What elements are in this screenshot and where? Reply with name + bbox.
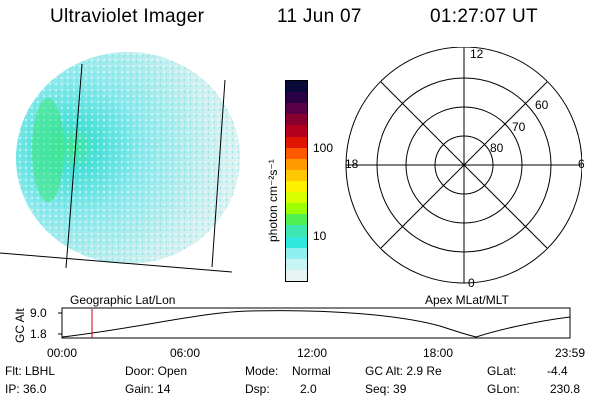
mlt-label-18: 18 (345, 157, 359, 171)
lat-label-60: 60 (535, 98, 549, 112)
altitude-xtick: 23:59 (555, 346, 586, 360)
seq-status: Seq: 39 (365, 382, 407, 396)
lat-label-70: 70 (512, 120, 526, 134)
mlt-label-12: 12 (470, 47, 484, 61)
colorbar-band (286, 247, 307, 259)
altitude-curve (61, 310, 571, 338)
glon-label: GLon: (487, 382, 520, 396)
lat-label-80: 80 (490, 141, 504, 155)
glon-value: 230.8 (550, 382, 581, 396)
dsp-value: 2.0 (300, 382, 317, 396)
altitude-xtick: 18:00 (423, 346, 454, 360)
geographic-caption: Geographic Lat/Lon (70, 293, 176, 307)
colorbar-unit-label: photon cm⁻²s⁻¹ (266, 159, 280, 242)
colorbar-band (286, 269, 307, 281)
latitude-line (0, 252, 233, 273)
mode-value: Normal (292, 364, 331, 378)
colorbar-band (286, 158, 307, 170)
colorbar-band (286, 125, 307, 137)
colorbar-band (286, 92, 307, 104)
filter-status: Flt: LBHL (5, 364, 56, 378)
dsp-label: Dsp: (245, 382, 270, 396)
glat-value: -4.4 (547, 364, 568, 378)
altitude-xtick: 06:00 (170, 346, 201, 360)
altitude-ytick-9: 9.0 (30, 306, 47, 320)
ip-status: IP: 36.0 (5, 382, 47, 396)
altitude-ytick-1.8: 1.8 (30, 327, 47, 341)
colorbar-band (286, 258, 307, 270)
altitude-xtick: 00:00 (47, 346, 78, 360)
mlt-label-6: 6 (578, 157, 585, 171)
colorbar-band (286, 236, 307, 248)
glat-label: GLat: (487, 364, 517, 378)
polar-plot (345, 47, 582, 284)
gain-status: Gain: 14 (125, 382, 171, 396)
instrument-title: Ultraviolet Imager (50, 6, 205, 27)
mode-label: Mode: (245, 364, 279, 378)
colorbar-band (286, 192, 307, 204)
colorbar-band (286, 203, 307, 215)
colorbar-band (286, 136, 307, 148)
date-label: 11 Jun 07 (277, 6, 362, 27)
colorbar-band (286, 81, 307, 93)
longitude-line (211, 79, 226, 268)
mlt-label-0: 0 (468, 276, 475, 290)
colorbar-tick-100: 100 (313, 141, 334, 155)
colorbar-band (286, 214, 307, 226)
altitude-plot-frame (61, 307, 571, 339)
colorbar-band (286, 103, 307, 115)
altitude-plot (58, 307, 571, 339)
colorbar-tick-10: 10 (313, 229, 327, 243)
time-label: 01:27:07 UT (430, 6, 538, 27)
colorbar-band (286, 114, 307, 126)
polar-diagonal (380, 81, 548, 249)
door-status: Door: Open (125, 364, 188, 378)
colorbar-band (286, 225, 307, 237)
colorbar-band (286, 169, 307, 181)
apex-caption: Apex MLat/MLT (425, 293, 509, 307)
colorbar-band (286, 147, 307, 159)
colorbar (285, 80, 308, 282)
uv-image-panel (0, 52, 240, 273)
altitude-ylabel: GC Alt (13, 308, 27, 343)
longitude-line (65, 63, 83, 269)
altitude-xtick: 12:00 (297, 346, 328, 360)
gc-alt-status: GC Alt: 2.9 Re (365, 364, 442, 378)
aurora-band (32, 98, 64, 202)
noise-texture (16, 52, 240, 264)
colorbar-band (286, 180, 307, 193)
